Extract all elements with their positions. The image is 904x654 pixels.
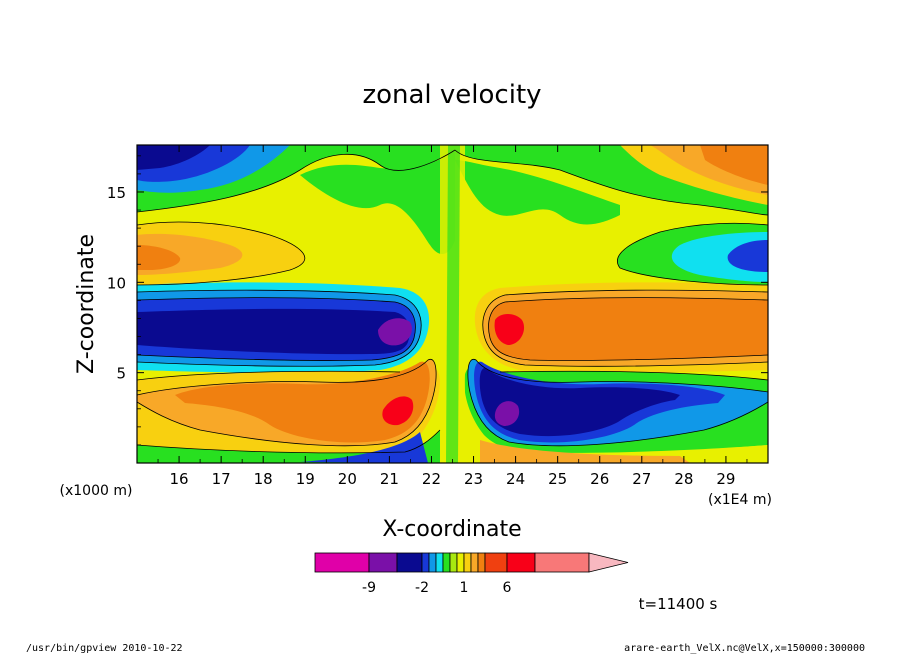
x-tick-label: 17 [212, 470, 231, 488]
band-green-center-left [300, 150, 455, 255]
x-tick-label: 22 [422, 470, 441, 488]
x-axis-ticks: 16 17 18 19 20 21 22 23 24 25 26 27 28 29 [157, 145, 748, 488]
band-red-east-jet-core [494, 314, 525, 345]
x-tick-label: 29 [716, 470, 735, 488]
colorbar-swatch [368, 552, 398, 573]
chart-title: zonal velocity [362, 80, 541, 110]
band-darkorange-low-west [175, 361, 430, 443]
band-orange-bottom-right [480, 440, 690, 463]
colorbar-swatch [456, 552, 465, 573]
colorbar-swatch [470, 552, 479, 573]
x-axis-title: X-coordinate [382, 517, 521, 542]
colorbar-tick-label: -2 [415, 580, 429, 596]
x-tick-label: 23 [464, 470, 483, 488]
band-green-center-column [446, 145, 460, 463]
x-tick-label: 20 [338, 470, 357, 488]
colorbar-swatch [435, 552, 444, 573]
colorbar-swatch [396, 552, 423, 573]
x-tick-label: 18 [254, 470, 273, 488]
x-tick-label: 28 [674, 470, 693, 488]
colorbar-tick-label: -9 [362, 580, 376, 596]
x-tick-label: 25 [548, 470, 567, 488]
x-tick-label: 19 [296, 470, 315, 488]
band-darkorange-ur [700, 145, 768, 185]
x-tick-label: 26 [590, 470, 609, 488]
band-darkblue-low-east [479, 367, 680, 437]
band-darkblue-ul [137, 145, 210, 170]
band-purple-west-jet-core [378, 318, 412, 346]
colorbar-swatch [428, 552, 437, 573]
x-tick-label: 24 [506, 470, 525, 488]
colorbar-swatch [442, 552, 451, 573]
colorbar-swatch [421, 552, 430, 573]
band-darkorange-left-mid [137, 245, 181, 270]
colorbar-swatch [484, 552, 508, 573]
x-tick-label: 21 [380, 470, 399, 488]
colorbar-swatch [463, 552, 472, 573]
colorbar-swatch [477, 552, 486, 573]
band-darkorange-east-jet [488, 297, 768, 361]
x-unit-label: (x1E4 m) [708, 492, 772, 508]
contour-field [137, 145, 768, 463]
colorbar-tick-label: 1 [460, 580, 469, 596]
band-red-low-west-core [382, 396, 414, 426]
y-tick-label: 5 [116, 365, 126, 383]
colorbar-tick-labels: -9 -2 1 6 [362, 580, 512, 596]
y-tick-label: 10 [107, 274, 126, 292]
band-purple-low-east-core [494, 401, 520, 426]
y-axis-title: Z-coordinate [74, 234, 99, 374]
y-unit-label: (x1000 m) [60, 483, 133, 499]
time-label: t=11400 s [639, 595, 718, 613]
colorbar-tick-label: 6 [503, 580, 512, 596]
x-tick-label: 16 [170, 470, 189, 488]
footer-left: /usr/bin/gpview 2010-10-22 [26, 643, 183, 654]
y-tick-label: 15 [107, 184, 126, 202]
colorbar-extend-arrow [588, 552, 629, 573]
colorbar-swatch [314, 552, 370, 573]
band-darkblue-west-jet [137, 308, 410, 355]
colorbar [314, 552, 629, 573]
band-blue-bottom-left [300, 432, 428, 463]
band-green-center-right [455, 160, 620, 225]
contour-lines [137, 149, 768, 454]
band-blue-right-mid [727, 240, 768, 272]
colorbar-swatch [534, 552, 590, 573]
x-tick-label: 27 [632, 470, 651, 488]
colorbar-swatch [506, 552, 536, 573]
colorbar-swatch [449, 552, 458, 573]
y-axis-ticks: 5 10 15 [107, 155, 768, 446]
footer-right: arare-earth_VelX.nc@VelX,x=150000:300000 [624, 643, 865, 654]
